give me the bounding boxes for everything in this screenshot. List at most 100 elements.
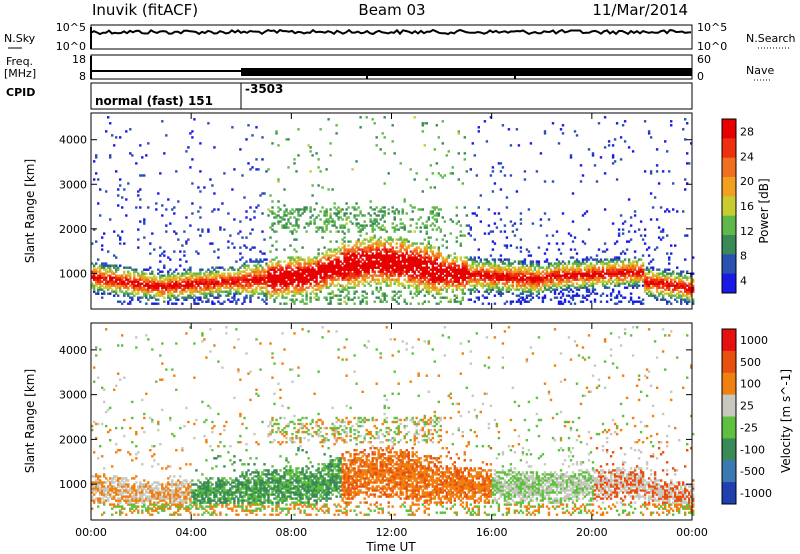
heatmap-cell bbox=[523, 170, 527, 173]
heatmap-cell bbox=[371, 238, 374, 241]
heatmap-cell bbox=[415, 290, 418, 293]
heatmap-cell bbox=[547, 218, 551, 221]
heatmap-cell bbox=[475, 266, 478, 269]
heatmap-cell bbox=[529, 264, 533, 267]
heatmap-cell bbox=[99, 272, 102, 275]
heatmap-cell bbox=[205, 300, 208, 303]
heatmap-cell bbox=[533, 272, 537, 275]
heatmap-cell bbox=[127, 292, 130, 295]
heatmap-cell bbox=[123, 284, 126, 287]
heatmap-cell bbox=[373, 264, 376, 267]
heatmap-cell bbox=[321, 228, 324, 231]
heatmap-cell bbox=[283, 270, 286, 273]
heatmap-cell bbox=[275, 216, 278, 219]
heatmap-cell bbox=[569, 268, 573, 271]
heatmap-cell bbox=[413, 262, 416, 265]
heatmap-cell bbox=[339, 264, 342, 267]
heatmap-cell bbox=[381, 216, 384, 219]
heatmap-cell bbox=[375, 266, 378, 269]
heatmap-cell bbox=[477, 280, 480, 283]
heatmap-cell bbox=[317, 264, 320, 267]
heatmap-cell bbox=[217, 294, 220, 297]
heatmap-cell bbox=[201, 276, 204, 279]
heatmap-cell bbox=[149, 290, 152, 293]
heatmap-cell bbox=[253, 292, 256, 295]
heatmap-cell bbox=[279, 264, 282, 267]
heatmap-cell bbox=[361, 282, 364, 285]
heatmap-cell bbox=[281, 296, 284, 299]
heatmap-cell bbox=[109, 264, 112, 267]
heatmap-cell bbox=[497, 272, 501, 275]
heatmap-cell bbox=[287, 284, 290, 287]
heatmap-cell bbox=[367, 240, 370, 243]
heatmap-cell bbox=[361, 254, 364, 257]
heatmap-cell bbox=[351, 264, 354, 267]
heatmap-cell bbox=[143, 174, 146, 177]
heatmap-cell bbox=[413, 286, 416, 289]
heatmap-cell bbox=[159, 278, 162, 281]
heatmap-cell bbox=[319, 210, 322, 213]
heatmap-cell bbox=[385, 280, 388, 283]
heatmap-cell bbox=[668, 256, 671, 259]
heatmap-cell bbox=[489, 266, 493, 269]
heatmap-cell bbox=[191, 282, 194, 285]
heatmap-cell bbox=[197, 290, 200, 293]
heatmap-cell bbox=[447, 300, 450, 303]
heatmap-cell bbox=[421, 190, 424, 193]
heatmap-cell bbox=[187, 284, 190, 287]
heatmap-cell bbox=[507, 278, 511, 281]
heatmap-cell bbox=[505, 290, 509, 293]
heatmap-cell bbox=[497, 276, 501, 279]
heatmap-cell bbox=[221, 280, 224, 283]
heatmap-cell bbox=[455, 272, 458, 275]
heatmap-cell bbox=[431, 282, 434, 285]
heatmap-cell bbox=[481, 294, 485, 297]
heatmap-cell bbox=[539, 278, 543, 281]
heatmap-cell bbox=[151, 302, 154, 305]
heatmap-cell bbox=[463, 262, 466, 265]
heatmap-cell bbox=[261, 260, 264, 263]
heatmap-cell bbox=[95, 240, 98, 243]
heatmap-cell bbox=[469, 288, 472, 291]
heatmap-cell bbox=[519, 266, 523, 269]
heatmap-cell bbox=[547, 280, 551, 283]
heatmap-cell bbox=[619, 158, 623, 161]
heatmap-cell bbox=[305, 230, 308, 233]
heatmap-cell bbox=[363, 214, 366, 217]
heatmap-cell bbox=[455, 296, 458, 299]
heatmap-cell bbox=[497, 270, 501, 273]
heatmap-cell bbox=[197, 274, 200, 277]
heatmap-cell bbox=[573, 286, 577, 289]
heatmap-cell bbox=[369, 284, 372, 287]
heatmap-cell bbox=[672, 208, 675, 211]
heatmap-cell bbox=[583, 212, 587, 215]
heatmap-cell bbox=[319, 290, 322, 293]
heatmap-cell bbox=[593, 164, 597, 167]
heatmap-cell bbox=[401, 222, 404, 225]
heatmap-cell bbox=[185, 284, 188, 287]
heatmap-cell bbox=[249, 258, 252, 261]
heatmap-cell bbox=[373, 220, 376, 223]
heatmap-cell bbox=[255, 282, 258, 285]
heatmap-cell bbox=[557, 260, 561, 263]
heatmap-cell bbox=[453, 294, 456, 297]
heatmap-cell bbox=[429, 186, 432, 189]
heatmap-cell bbox=[501, 278, 505, 281]
heatmap-cell bbox=[119, 280, 122, 283]
heatmap-cell bbox=[503, 174, 507, 177]
heatmap-cell bbox=[167, 302, 170, 305]
heatmap-cell bbox=[345, 250, 348, 253]
heatmap-cell bbox=[469, 168, 472, 171]
heatmap-cell bbox=[227, 212, 230, 215]
heatmap-cell bbox=[235, 260, 238, 263]
heatmap-cell bbox=[287, 218, 290, 221]
heatmap-cell bbox=[449, 266, 452, 269]
heatmap-cell bbox=[131, 154, 134, 157]
heatmap-cell bbox=[353, 258, 356, 261]
heatmap-cell bbox=[557, 276, 561, 279]
heatmap-cell bbox=[283, 214, 286, 217]
heatmap-cell bbox=[353, 274, 356, 277]
heatmap-cell bbox=[427, 260, 430, 263]
heatmap-cell bbox=[407, 274, 410, 277]
heatmap-cell bbox=[517, 272, 521, 275]
